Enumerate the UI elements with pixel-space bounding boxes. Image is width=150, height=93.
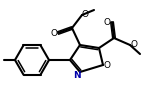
Text: O: O — [130, 40, 138, 49]
Text: O: O — [103, 17, 111, 27]
Text: O: O — [103, 61, 111, 70]
Text: O: O — [51, 28, 57, 37]
Text: O: O — [81, 9, 88, 19]
Text: N: N — [73, 72, 81, 81]
